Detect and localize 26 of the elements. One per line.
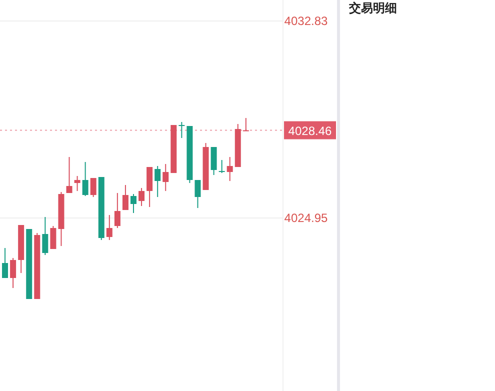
candlestick [2,248,8,278]
candlestick [242,118,249,132]
candlestick [130,194,136,214]
candlestick [138,188,145,206]
candlestick [162,164,169,192]
ref-line-label: 4028.46 [288,124,332,138]
candlestick [10,258,16,288]
candlestick [90,178,96,198]
y-tick-label: 4024.95 [284,211,328,225]
candlestick [50,226,56,250]
candlestick [114,192,120,228]
candlestick [146,166,153,208]
candlestick [210,146,217,176]
candlestick [122,184,128,210]
candlestick [218,160,225,174]
candlestick [42,216,48,256]
text: 交易明细 [348,1,397,15]
candlestick [178,122,185,138]
candlestick [106,214,112,240]
candlestick [154,166,161,198]
candlestick [66,156,72,194]
candlestick [226,156,233,182]
candlestick [82,162,88,196]
candlestick [74,176,80,192]
y-tick-label: 4032.83 [284,14,328,28]
candlestick [194,180,201,208]
